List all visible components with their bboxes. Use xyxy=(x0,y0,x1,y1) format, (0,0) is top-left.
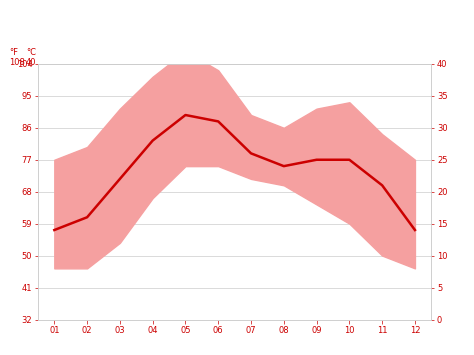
Text: °C: °C xyxy=(26,48,36,57)
Text: °F: °F xyxy=(9,48,18,57)
Text: 40: 40 xyxy=(26,59,36,67)
Text: 108: 108 xyxy=(9,59,25,67)
